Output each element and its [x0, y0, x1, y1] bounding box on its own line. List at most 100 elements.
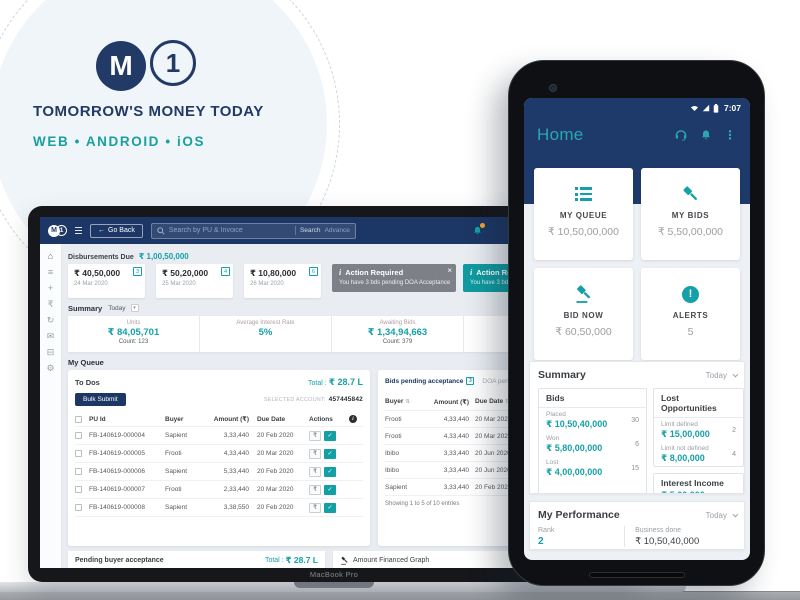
- home-tiles-grid: MY QUEUE ₹ 10,50,00,000 MY BIDS ₹ 5,50,0…: [534, 168, 740, 360]
- row-checkbox[interactable]: [75, 468, 82, 475]
- col-buyer[interactable]: Buyer ⇅: [385, 398, 411, 405]
- stat-value: ₹ 84,05,701: [107, 327, 160, 338]
- cell-buyer: Frooti: [385, 432, 402, 440]
- table-info-icon[interactable]: i: [349, 415, 357, 423]
- cell-due-date: 20 Jun 2020: [475, 449, 511, 457]
- tile-value: ₹ 10,50,00,000: [548, 226, 619, 238]
- col-actions: Actions: [309, 415, 333, 423]
- status-bar: 7:07: [524, 98, 750, 113]
- add-icon[interactable]: +: [47, 283, 54, 293]
- tab-label: Bids pending acceptance: [385, 377, 464, 385]
- bulk-submit-button[interactable]: Bulk Submit: [75, 393, 126, 406]
- tile-bid-now[interactable]: BID NOW ₹ 60,50,000: [534, 268, 633, 360]
- chevron-down-icon: [732, 371, 739, 377]
- rupee-action-button[interactable]: ₹: [309, 466, 321, 477]
- tile-my-queue[interactable]: MY QUEUE ₹ 10,50,00,000: [534, 168, 633, 260]
- rupee-action-button[interactable]: ₹: [309, 484, 321, 495]
- search-bar[interactable]: Search Advance: [150, 222, 356, 239]
- navbar-logo-m: M: [48, 224, 60, 237]
- lost-opportunities-title: Lost Opportunities: [654, 389, 743, 418]
- disbursement-card[interactable]: ₹ 40,50,000 24 Mar 2020 3: [68, 264, 145, 298]
- disbursement-card[interactable]: ₹ 10,80,000 26 Mar 2020 6: [244, 264, 321, 298]
- disbursement-card[interactable]: ₹ 50,20,000 25 Mar 2020 4: [156, 264, 233, 298]
- tile-alerts[interactable]: ! ALERTS 5: [641, 268, 740, 360]
- overflow-menu-icon[interactable]: ⋮: [724, 128, 736, 142]
- home-icon[interactable]: ⌂: [47, 251, 54, 261]
- printer-icon[interactable]: ⊟: [46, 347, 55, 357]
- card-amount: ₹ 10,80,000: [250, 268, 297, 278]
- advance-search-button[interactable]: Advance: [324, 227, 350, 234]
- close-icon[interactable]: ×: [447, 266, 452, 275]
- cell-due-date: 20 Mar 2020: [475, 415, 512, 423]
- interest-income-title: Interest Income: [661, 478, 724, 488]
- summary-label: Summary: [68, 303, 103, 313]
- rupee-icon[interactable]: ₹: [47, 299, 54, 309]
- hamburger-menu-icon[interactable]: [75, 227, 82, 234]
- approve-action-button[interactable]: ✓: [324, 430, 336, 441]
- summary-period-dropdown[interactable]: ▾: [130, 304, 139, 312]
- col-pu-id[interactable]: PU Id: [89, 415, 106, 423]
- search-button[interactable]: Search: [299, 227, 321, 234]
- refresh-icon[interactable]: ↻: [46, 315, 55, 325]
- bell-icon[interactable]: [700, 129, 712, 142]
- chat-icon[interactable]: ✉: [46, 331, 55, 341]
- stat-value: ₹ 1,34,94,663: [367, 327, 428, 338]
- phone-screen: 7:07 Home ⋮ MY QUEUE ₹ 10,50,00,000: [524, 98, 750, 560]
- row-checkbox[interactable]: [75, 432, 82, 439]
- tile-my-bids[interactable]: MY BIDS ₹ 5,50,00,000: [641, 168, 740, 260]
- col-amount[interactable]: Amount (₹): [213, 416, 249, 423]
- stat-avg-interest: Average Interest Rate 5%: [200, 316, 332, 352]
- bids-card: Bids Placed ₹ 10,50,40,000 30 Won ₹ 5,80,0…: [538, 388, 647, 493]
- cell-due-date: 20 Jun 2020: [475, 466, 511, 474]
- notifications-bell-icon[interactable]: [472, 223, 485, 236]
- approve-action-button[interactable]: ✓: [324, 502, 336, 513]
- queue-icon[interactable]: ≡: [47, 267, 54, 277]
- rupee-action-button[interactable]: ₹: [309, 448, 321, 459]
- rupee-action-button[interactable]: ₹: [309, 430, 321, 441]
- bids-card-title: Bids: [539, 389, 646, 408]
- rupee-action-button[interactable]: ₹: [309, 502, 321, 513]
- amount-financed-graph-bar[interactable]: Amount Financed Graph: [333, 551, 523, 568]
- cell-buyer: Frooti: [385, 415, 402, 423]
- performance-title: My Performance: [538, 509, 620, 521]
- chevron-down-icon: [732, 511, 739, 517]
- summary-period-dropdown[interactable]: Today: [706, 371, 739, 380]
- search-input[interactable]: [168, 227, 291, 234]
- cell-amount: 3,33,440: [443, 483, 469, 491]
- back-arrow-icon: ←: [98, 227, 105, 234]
- graph-label: Amount Financed Graph: [353, 556, 430, 564]
- selected-account-value: 457445842: [328, 396, 363, 403]
- card-date: 26 Mar 2020: [250, 281, 284, 287]
- col-amount[interactable]: Amount (₹): [433, 398, 469, 406]
- rank-value: 2: [538, 536, 544, 547]
- phone-camera: [549, 84, 557, 92]
- tab-bids-pending[interactable]: Bids pending acceptance 3: [385, 377, 475, 385]
- approve-action-button[interactable]: ✓: [324, 484, 336, 495]
- row-checkbox[interactable]: [75, 486, 82, 493]
- support-headset-icon[interactable]: [674, 128, 688, 142]
- row-checkbox[interactable]: [75, 504, 82, 511]
- performance-period-dropdown[interactable]: Today: [706, 511, 739, 520]
- go-back-button[interactable]: ← Go Back: [90, 223, 143, 238]
- approve-action-button[interactable]: ✓: [324, 448, 336, 459]
- summary-panel: Summary Today Bids Placed ₹ 10,50,40,000 …: [529, 361, 745, 494]
- lost-opportunities-card: Lost Opportunities Limit defined ₹ 15,00,…: [653, 388, 744, 467]
- phone-speaker-slit: [588, 572, 685, 578]
- row-checkbox[interactable]: [75, 450, 82, 457]
- pending-buyer-acceptance-bar[interactable]: Pending buyer acceptance Total : ₹ 28.7 …: [68, 551, 325, 568]
- item-count: 6: [635, 441, 639, 448]
- col-due-date[interactable]: Due Date: [257, 415, 286, 423]
- todos-title: To Dos: [75, 378, 100, 387]
- select-all-checkbox[interactable]: [75, 415, 82, 423]
- selected-account: SELECTED ACCOUNT: 457445842: [264, 396, 363, 403]
- laptop-hinge-notch: [294, 582, 374, 588]
- approve-action-button[interactable]: ✓: [324, 466, 336, 477]
- limit-defined-item: Limit defined ₹ 15,00,000 2: [654, 418, 743, 442]
- item-value: ₹ 15,00,000: [661, 429, 710, 439]
- navbar-m1-logo[interactable]: M 1: [48, 224, 67, 237]
- selected-account-label: SELECTED ACCOUNT:: [263, 397, 326, 403]
- col-buyer[interactable]: Buyer: [165, 415, 184, 423]
- col-due-date[interactable]: Due Date⇅: [475, 398, 529, 405]
- bids-lost-item: Lost ₹ 4,00,00,000 15: [539, 456, 646, 480]
- settings-icon[interactable]: ⚙: [46, 363, 55, 373]
